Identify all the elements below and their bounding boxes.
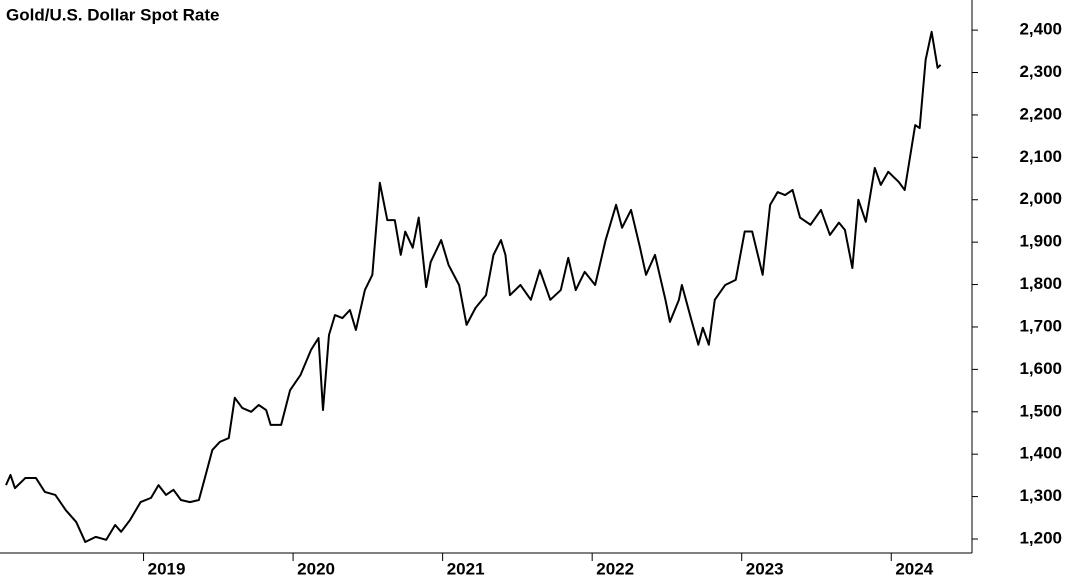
y-tick-label: 2,000 bbox=[1019, 189, 1062, 208]
y-tick-label: 2,100 bbox=[1019, 147, 1062, 166]
x-tick-label: 2022 bbox=[596, 559, 634, 578]
y-tick-label: 1,700 bbox=[1019, 316, 1062, 335]
y-tick-label: 2,200 bbox=[1019, 104, 1062, 123]
y-tick-label: 1,400 bbox=[1019, 444, 1062, 463]
x-tick-label: 2024 bbox=[895, 559, 933, 578]
x-tick-label: 2021 bbox=[447, 559, 485, 578]
y-tick-label: 1,200 bbox=[1019, 528, 1062, 547]
x-tick-label: 2020 bbox=[297, 559, 335, 578]
chart-title: Gold/U.S. Dollar Spot Rate bbox=[6, 5, 219, 24]
y-tick-label: 1,300 bbox=[1019, 486, 1062, 505]
y-tick-label: 1,600 bbox=[1019, 359, 1062, 378]
y-tick-label: 1,500 bbox=[1019, 401, 1062, 420]
x-tick-label: 2023 bbox=[746, 559, 784, 578]
price-line bbox=[5, 30, 942, 543]
y-tick-label: 2,300 bbox=[1019, 62, 1062, 81]
y-tick-label: 1,900 bbox=[1019, 232, 1062, 251]
y-tick-label: 2,400 bbox=[1019, 20, 1062, 39]
x-tick-label: 2019 bbox=[148, 559, 186, 578]
y-tick-label: 1,800 bbox=[1019, 274, 1062, 293]
